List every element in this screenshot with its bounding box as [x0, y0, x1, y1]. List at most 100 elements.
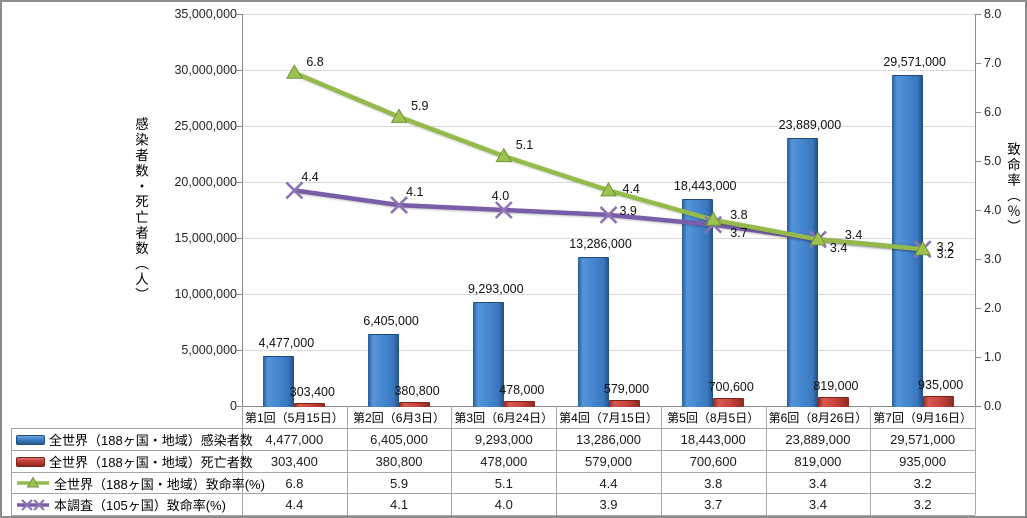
y2-axis-tick-label: 2.0: [984, 301, 1002, 315]
legend-row: 全世界（188ヶ国・地域）致命率(%): [11, 473, 265, 493]
x-axis-label-cell: 第5回（8月5日）: [667, 411, 760, 425]
table-value-cell: 4.4: [285, 497, 304, 512]
y-axis-tick-label: 30,000,000: [174, 63, 237, 77]
table-row-border: [11, 493, 975, 494]
y2-axis-tick-label: 6.0: [984, 105, 1002, 119]
deaths-bar-label: 380,800: [394, 383, 440, 398]
deaths-bar: [922, 395, 954, 407]
y2-axis-tick-mark: [975, 406, 981, 407]
y2-axis-tick-mark: [975, 112, 981, 113]
table-left-border: [11, 428, 12, 515]
infections-bar-label: 6,405,000: [363, 314, 419, 329]
deaths-bar-label: 700,600: [708, 380, 754, 395]
y-axis-tick-label: 35,000,000: [174, 7, 237, 21]
x-marker-icon: [285, 181, 304, 200]
table-column-border: [975, 406, 976, 515]
world-fatality-point-label: 6.8: [306, 54, 324, 69]
infections-bar-label: 13,286,000: [569, 237, 632, 252]
triangle-line-legend-icon: [17, 476, 49, 488]
y-axis-tick-label: 0: [230, 399, 237, 413]
grid-line: [243, 182, 975, 183]
infections-bar: [263, 355, 295, 407]
y-axis-tick-mark: [236, 182, 242, 183]
world-fatality-point-label: 3.8: [730, 207, 748, 222]
grid-line: [243, 350, 975, 351]
deaths-bar: [608, 399, 640, 407]
y2-axis-tick-label: 4.0: [984, 203, 1002, 217]
deaths-bar: [713, 398, 745, 407]
infections-bar: [682, 199, 714, 407]
x-marker-icon: [285, 181, 304, 200]
legend-label: 本調査（105ヶ国）致命率(%): [54, 498, 226, 513]
table-value-cell: 9,293,000: [474, 432, 533, 447]
legend-label: 全世界（188ヶ国・地域）感染者数: [49, 433, 253, 448]
table-value-cell: 3.9: [599, 497, 618, 512]
table-value-cell: 3.2: [913, 475, 932, 491]
deaths-bar-label: 303,400: [289, 384, 335, 399]
survey-fatality-point-label: 3.7: [730, 225, 748, 240]
y-axis-tick-mark: [236, 126, 242, 127]
grid-line: [243, 70, 975, 71]
table-value-cell: 29,571,000: [890, 432, 956, 447]
y2-axis-line: [975, 14, 976, 406]
table-value-cell: 700,600: [689, 454, 737, 469]
y2-axis-tick-mark: [975, 357, 981, 358]
table-column-border: [870, 406, 872, 515]
legend-row: 全世界（188ヶ国・地域）感染者数: [11, 429, 253, 450]
table-value-cell: 4.0: [494, 497, 513, 512]
table-row-border: [11, 450, 975, 451]
legend-label: 全世界（188ヶ国・地域）死亡者数: [49, 455, 253, 470]
world-fatality-line: [293, 70, 923, 252]
x-axis-label-cell: 第7回（9月16日）: [873, 411, 972, 425]
triangle-marker-icon: [390, 108, 408, 123]
legend-line-swatch-holder: [16, 476, 50, 490]
survey-fatality-point-label: 4.1: [406, 185, 424, 200]
left-axis-title: 感染者数・死亡者数（人）: [133, 117, 148, 303]
y2-axis-tick-mark: [975, 308, 981, 309]
deaths-bar: [817, 396, 849, 407]
y-axis-tick-label: 25,000,000: [174, 119, 237, 133]
right-axis-title: 致命率（％）: [1005, 142, 1020, 235]
grid-line: [243, 14, 975, 15]
y-axis-tick-label: 15,000,000: [174, 231, 237, 245]
triangle-marker-icon: [600, 181, 617, 197]
world-fatality-point-label: 4.4: [622, 182, 640, 197]
y-axis-tick-mark: [236, 14, 242, 15]
y2-axis-tick-label: 7.0: [984, 56, 1002, 70]
legend-label: 全世界（188ヶ国・地域）致命率(%): [54, 476, 265, 492]
x-marker-icon: [494, 201, 513, 219]
y-axis-tick-mark: [236, 406, 242, 407]
y-axis-tick-mark: [236, 350, 242, 351]
infections-bar-label: 23,889,000: [778, 118, 842, 133]
survey-fatality-point-label: 4.0: [491, 189, 510, 203]
deaths-bar-label: 819,000: [813, 378, 859, 393]
x-axis-label-cell: 第1回（5月15日）: [245, 411, 344, 425]
x-marker-icon: [494, 201, 513, 219]
y-axis-tick-label: 20,000,000: [174, 175, 237, 189]
infections-bar-label: 9,293,000: [467, 281, 524, 296]
x-marker-icon: [599, 205, 618, 224]
triangle-marker-icon: [285, 64, 303, 79]
table-row-border: [11, 515, 975, 516]
table-value-cell: 3.2: [913, 497, 932, 512]
x-axis-label-cell: 第6回（8月26日）: [768, 411, 868, 425]
world-fatality-point-label: 3.2: [936, 247, 955, 262]
table-column-border: [556, 406, 558, 515]
x-axis-label-cell: 第3回（6月24日）: [454, 411, 554, 425]
table-value-cell: 579,000: [584, 454, 632, 469]
table-value-cell: 5.1: [494, 475, 513, 491]
y-axis-tick-mark: [236, 294, 242, 295]
table-column-border: [451, 406, 453, 515]
world-fatality-point-label: 3.4: [829, 241, 848, 256]
y-axis-tick-label: 10,000,000: [174, 287, 237, 301]
legend-line-swatch-holder: [16, 498, 50, 512]
table-value-cell: 5.9: [390, 475, 409, 491]
table-value-cell: 478,000: [480, 454, 528, 469]
survey-fatality-point-label: 3.4: [844, 228, 863, 243]
table-value-cell: 6.8: [285, 475, 304, 491]
table-value-cell: 3.4: [808, 497, 827, 512]
deaths-bar: [503, 400, 535, 407]
table-value-cell: 380,800: [375, 454, 423, 469]
x-axis-label-cell: 第4回（7月15日）: [559, 411, 658, 425]
y-axis-tick-mark: [236, 70, 242, 71]
